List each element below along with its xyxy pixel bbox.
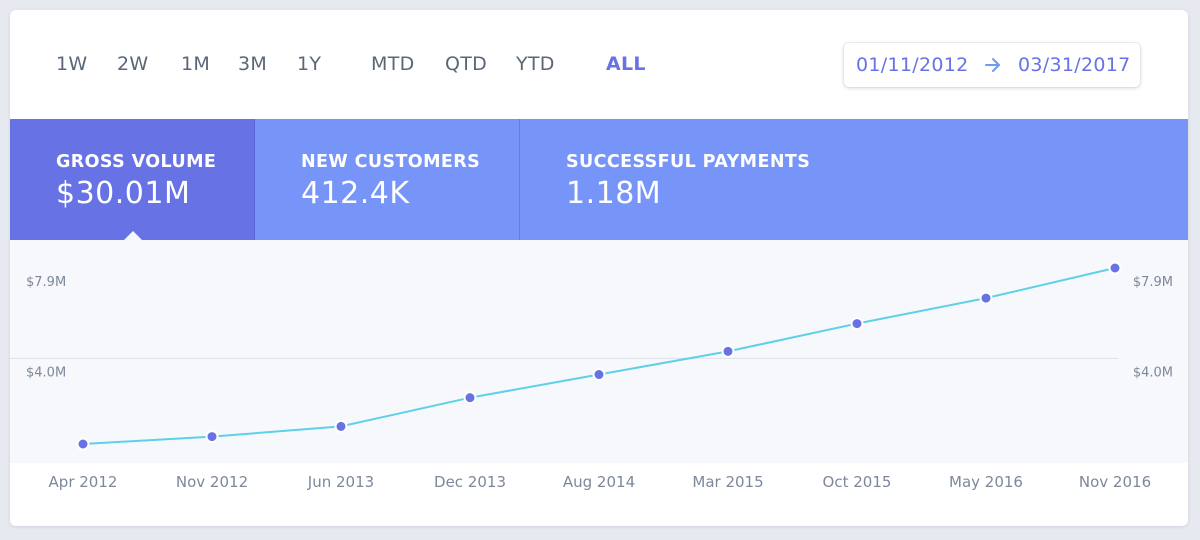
tab-value: 412.4K <box>301 176 410 211</box>
range-1y[interactable]: 1Y <box>297 53 322 75</box>
tab-value: $30.01M <box>56 176 191 211</box>
series-line <box>82 267 1116 445</box>
gross-volume-line-chart: $4.0M $4.0M $7.9M $7.9M Apr 2012 Nov 2012 Jun … <box>10 261 1173 491</box>
dashboard-card: 1W 2W 1M 3M 1Y MTD QTD YTD ALL 01/11/201… <box>10 10 1188 526</box>
x-tick-label: Mar 2015 <box>692 473 763 491</box>
tab-divider <box>254 119 255 240</box>
y-tick-label-right: $4.0M <box>1133 365 1173 380</box>
range-1m[interactable]: 1M <box>181 53 211 75</box>
range-2w[interactable]: 2W <box>117 53 149 75</box>
arrow-right-icon <box>985 58 1000 72</box>
data-point <box>463 391 477 405</box>
range-qtd[interactable]: QTD <box>445 53 488 75</box>
data-point <box>592 368 606 382</box>
y-tick-label-left: $7.9M <box>26 275 66 290</box>
x-tick-label: Nov 2016 <box>1079 473 1151 491</box>
x-tick-label: Aug 2014 <box>563 473 635 491</box>
end-date[interactable]: 03/31/2017 <box>1018 54 1131 76</box>
x-tick-label: Dec 2013 <box>434 473 506 491</box>
range-all[interactable]: ALL <box>606 53 646 75</box>
tab-label: NEW CUSTOMERS <box>301 152 481 172</box>
chart-area <box>10 240 1188 463</box>
data-point <box>1108 261 1122 275</box>
tab-label: GROSS VOLUME <box>56 152 217 172</box>
date-range-picker[interactable]: 01/11/2012 03/31/2017 <box>844 43 1140 87</box>
tab-divider <box>519 119 520 240</box>
range-mtd[interactable]: MTD <box>371 53 415 75</box>
x-tick-label: Oct 2015 <box>823 473 892 491</box>
active-tab-caret <box>123 231 143 241</box>
range-3m[interactable]: 3M <box>238 53 268 75</box>
tab-value: 1.18M <box>566 176 662 211</box>
x-tick-label: Nov 2012 <box>176 473 248 491</box>
data-point <box>850 317 864 331</box>
x-tick-label: May 2016 <box>949 473 1023 491</box>
tab-successful-payments[interactable]: SUCCESSFUL PAYMENTS 1.18M <box>520 119 1188 240</box>
range-1w[interactable]: 1W <box>56 53 88 75</box>
x-tick-label: Apr 2012 <box>49 473 118 491</box>
data-point <box>721 344 735 358</box>
data-point <box>334 419 348 433</box>
time-range-selector: 1W 2W 1M 3M 1Y MTD QTD YTD ALL <box>10 10 810 120</box>
data-point <box>205 430 219 444</box>
y-tick-label-right: $7.9M <box>1133 275 1173 290</box>
tab-gross-volume[interactable]: GROSS VOLUME $30.01M <box>10 119 255 240</box>
tab-label: SUCCESSFUL PAYMENTS <box>566 152 811 172</box>
x-tick-label: Jun 2013 <box>307 473 374 491</box>
range-ytd[interactable]: YTD <box>516 53 555 75</box>
start-date[interactable]: 01/11/2012 <box>856 54 969 76</box>
metric-tabs: GROSS VOLUME $30.01M NEW CUSTOMERS 412.4… <box>10 119 1188 240</box>
y-tick-label-left: $4.0M <box>26 365 66 380</box>
tab-new-customers[interactable]: NEW CUSTOMERS 412.4K <box>255 119 520 240</box>
data-point <box>76 437 90 451</box>
data-point <box>979 291 993 305</box>
